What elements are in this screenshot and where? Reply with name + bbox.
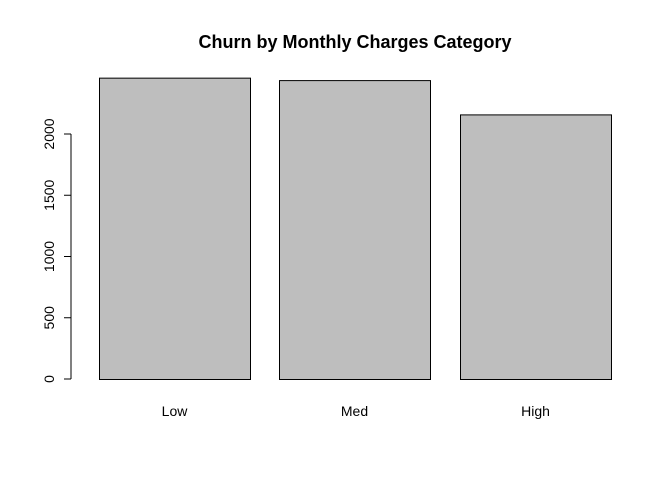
y-tick-label: 1500 <box>41 179 57 210</box>
y-tick-label: 500 <box>41 306 57 330</box>
y-tick-label: 1000 <box>41 241 57 272</box>
bar-high <box>460 114 612 381</box>
x-category-label: Med <box>341 403 368 419</box>
bars-group <box>99 77 612 381</box>
y-tick-label: 2000 <box>41 118 57 149</box>
y-tick-label: 0 <box>41 375 57 383</box>
chart-title: Churn by Monthly Charges Category <box>198 32 511 52</box>
x-axis-labels: Low Med High <box>162 403 550 419</box>
x-category-label: Low <box>162 403 189 419</box>
bar-med <box>279 80 431 380</box>
bar-low <box>99 77 251 381</box>
x-category-label: High <box>521 403 550 419</box>
y-axis: 0 500 1000 1500 2000 <box>41 118 72 383</box>
